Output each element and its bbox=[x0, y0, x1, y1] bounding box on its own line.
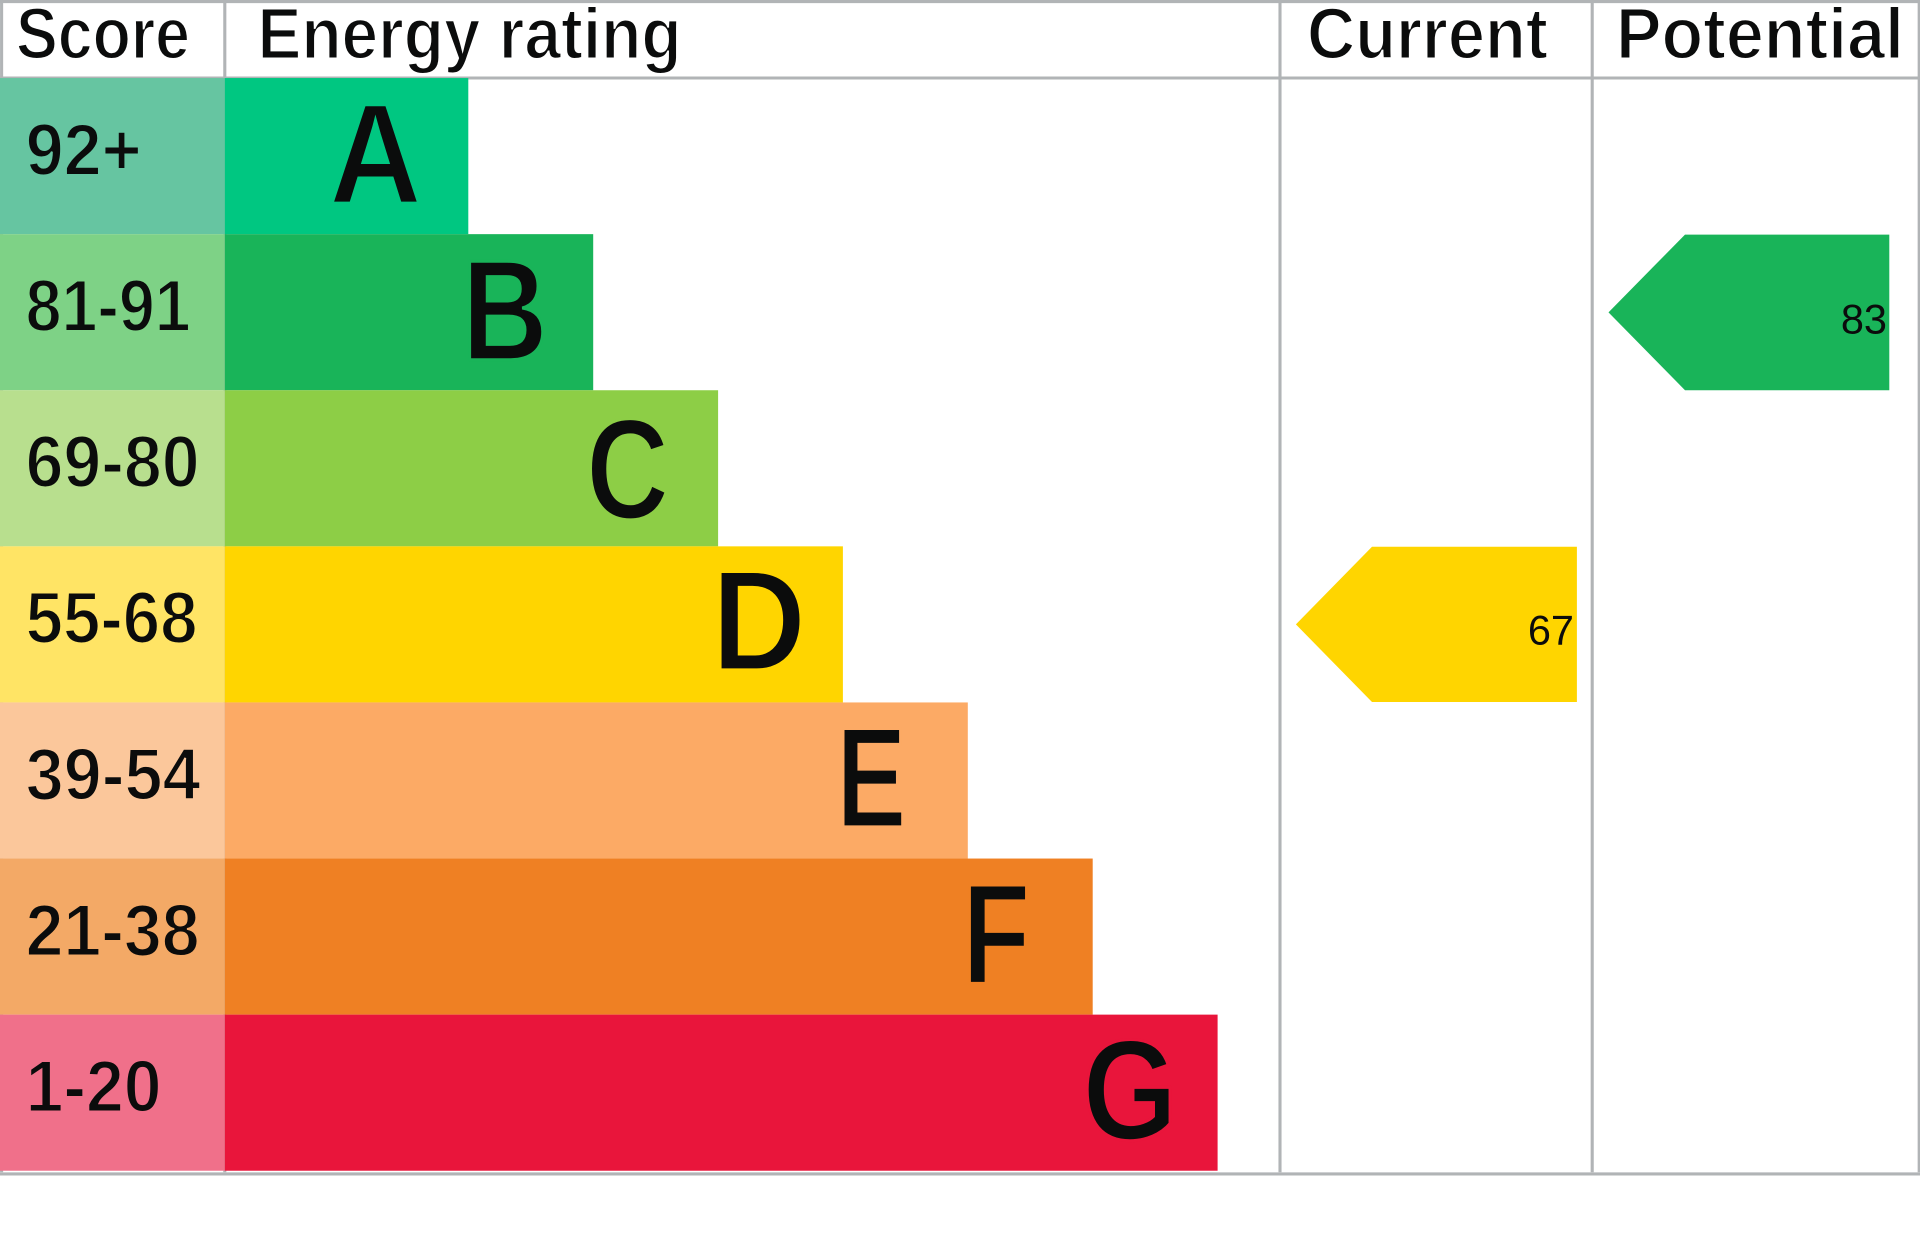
svg-text:67: 67 bbox=[1528, 607, 1574, 654]
svg-text:21-38: 21-38 bbox=[26, 890, 200, 971]
svg-text:39-54: 39-54 bbox=[26, 734, 201, 815]
svg-text:55-68: 55-68 bbox=[26, 578, 198, 659]
svg-text:1-20: 1-20 bbox=[26, 1047, 162, 1128]
svg-text:D: D bbox=[711, 542, 806, 701]
svg-text:Score: Score bbox=[16, 0, 190, 75]
svg-text:Potential: Potential bbox=[1616, 0, 1904, 75]
svg-text:Current: Current bbox=[1307, 0, 1548, 75]
svg-text:Energy rating: Energy rating bbox=[258, 0, 682, 75]
svg-text:A: A bbox=[329, 75, 422, 234]
svg-text:81-91: 81-91 bbox=[26, 266, 191, 347]
svg-text:E: E bbox=[836, 699, 906, 858]
svg-text:B: B bbox=[462, 232, 548, 391]
svg-text:G: G bbox=[1082, 1011, 1177, 1170]
svg-text:92+: 92+ bbox=[26, 110, 142, 191]
svg-text:C: C bbox=[586, 391, 669, 550]
svg-text:F: F bbox=[962, 855, 1030, 1014]
svg-text:69-80: 69-80 bbox=[26, 422, 200, 503]
svg-text:83: 83 bbox=[1841, 295, 1887, 342]
